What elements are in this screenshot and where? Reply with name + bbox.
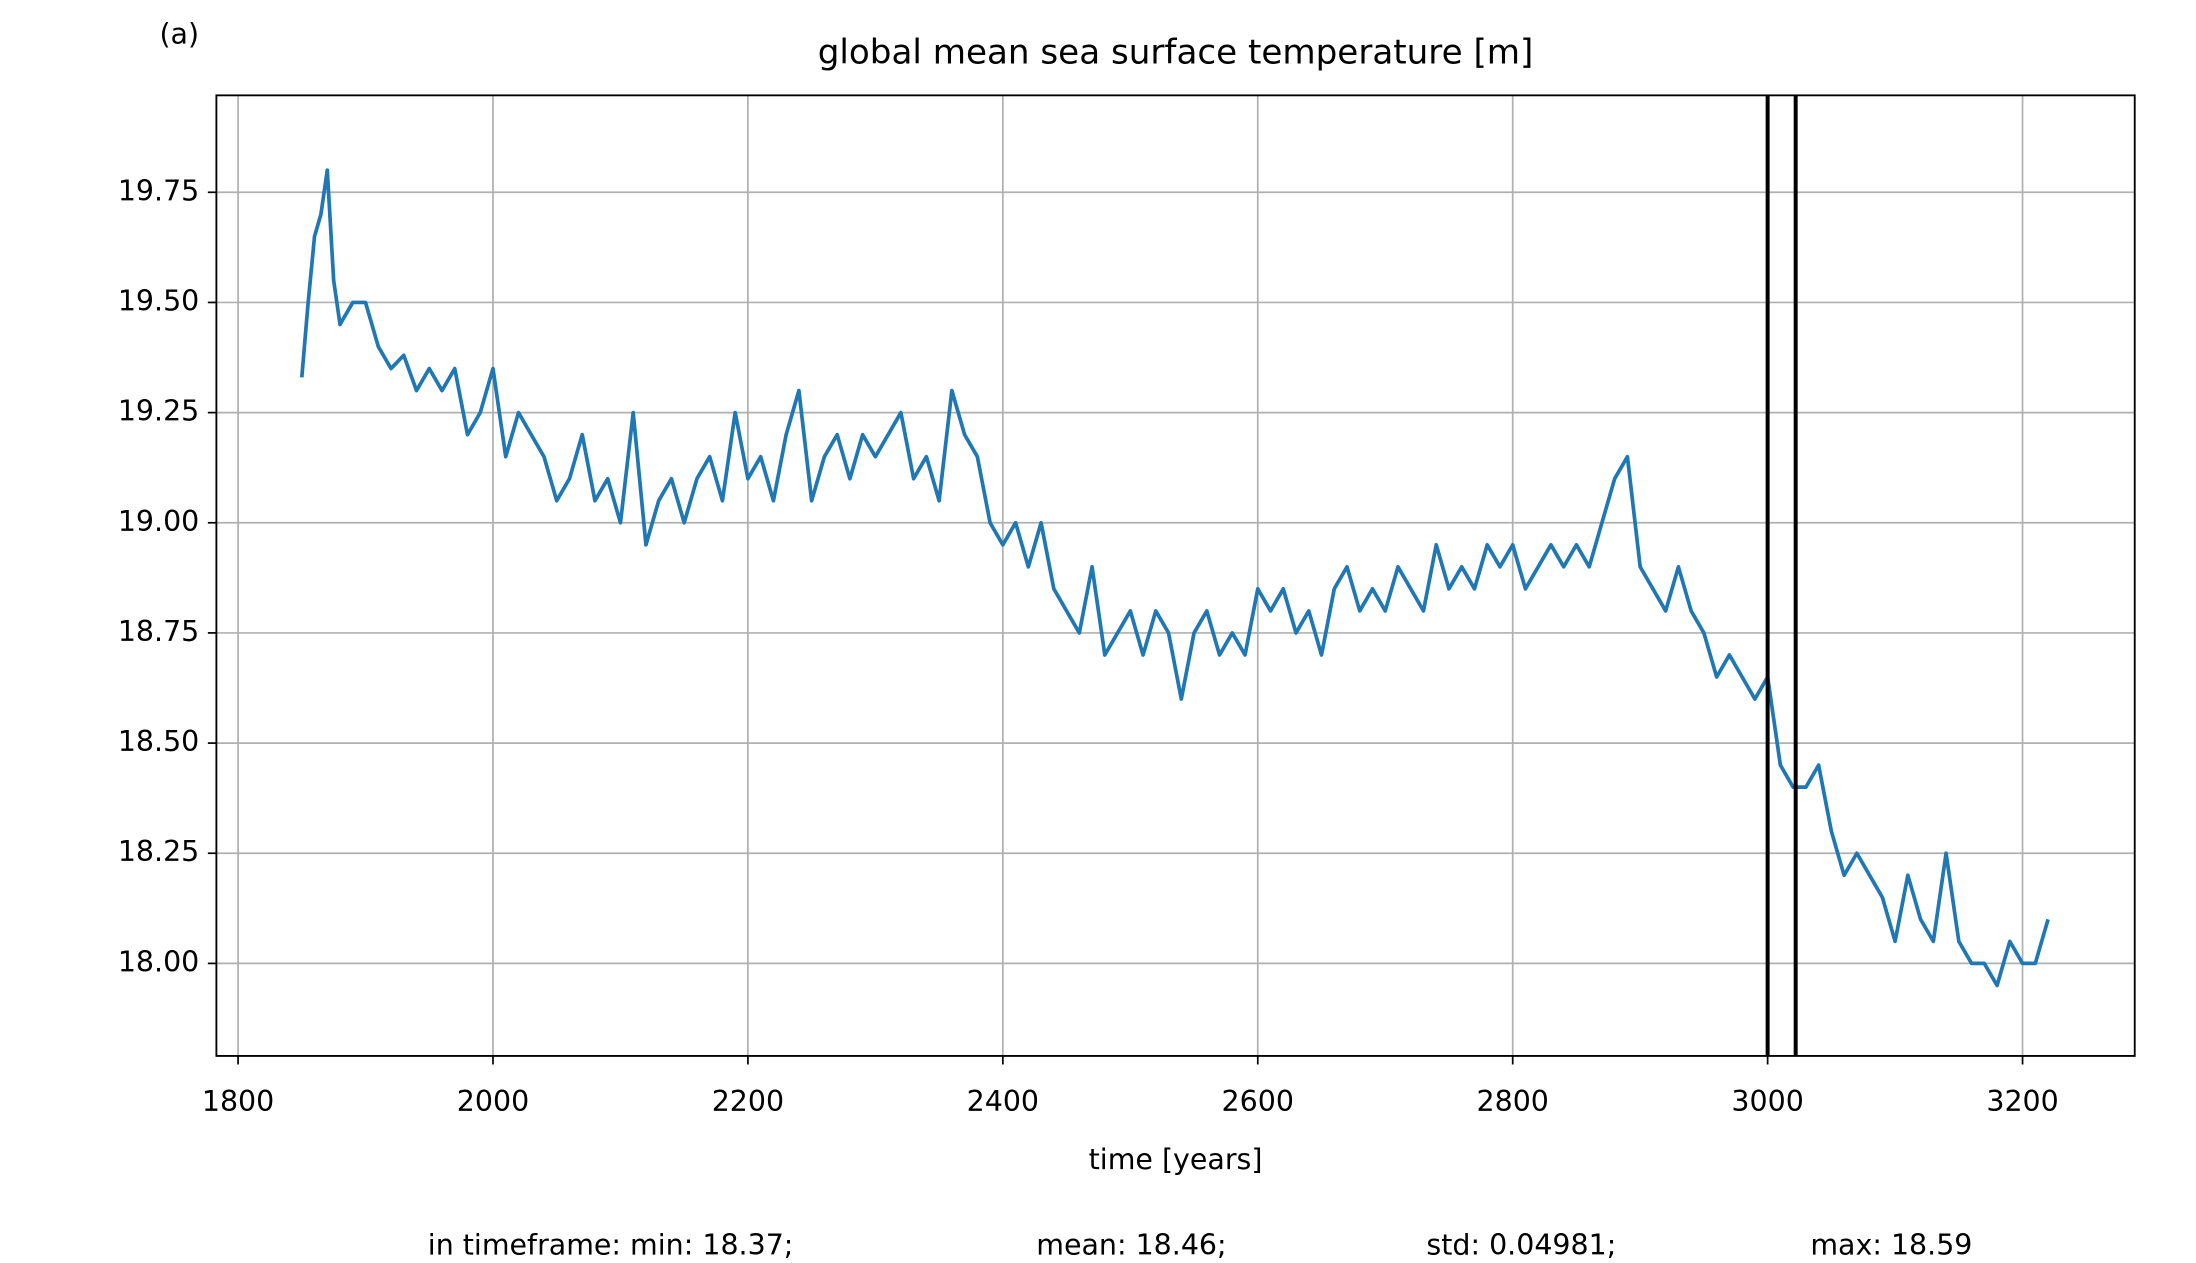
panel-label: (a) (159, 18, 199, 51)
y-tick-label: 19.50 (118, 284, 199, 317)
y-tick-label: 19.25 (118, 395, 199, 428)
y-tick-label: 18.25 (118, 835, 199, 868)
y-tick-label: 18.00 (118, 945, 199, 978)
footer-stat: max: 18.59 (1810, 1229, 1972, 1262)
y-tick-label: 19.00 (118, 505, 199, 538)
x-tick-label: 2800 (1476, 1085, 1548, 1118)
y-tick-label: 19.75 (118, 174, 199, 207)
x-tick-label: 2000 (457, 1085, 529, 1118)
x-tick-label: 2200 (712, 1085, 784, 1118)
x-tick-label: 3200 (1986, 1085, 2058, 1118)
x-tick-label: 1800 (202, 1085, 274, 1118)
y-tick-label: 18.50 (118, 725, 199, 758)
footer-stat: std: 0.04981; (1426, 1229, 1616, 1262)
chart-title: global mean sea surface temperature [m] (818, 33, 1534, 73)
x-axis-label: time [years] (1089, 1143, 1263, 1176)
data-line (299, 168, 2050, 988)
x-tick-label: 2400 (967, 1085, 1039, 1118)
footer-stat: mean: 18.46; (1036, 1229, 1226, 1262)
footer-stat: in timeframe: min: 18.37; (428, 1229, 794, 1262)
y-tick-label: 18.75 (118, 615, 199, 648)
plot-frame (215, 94, 2136, 1057)
x-tick-label: 2600 (1222, 1085, 1294, 1118)
x-tick-label: 3000 (1731, 1085, 1803, 1118)
